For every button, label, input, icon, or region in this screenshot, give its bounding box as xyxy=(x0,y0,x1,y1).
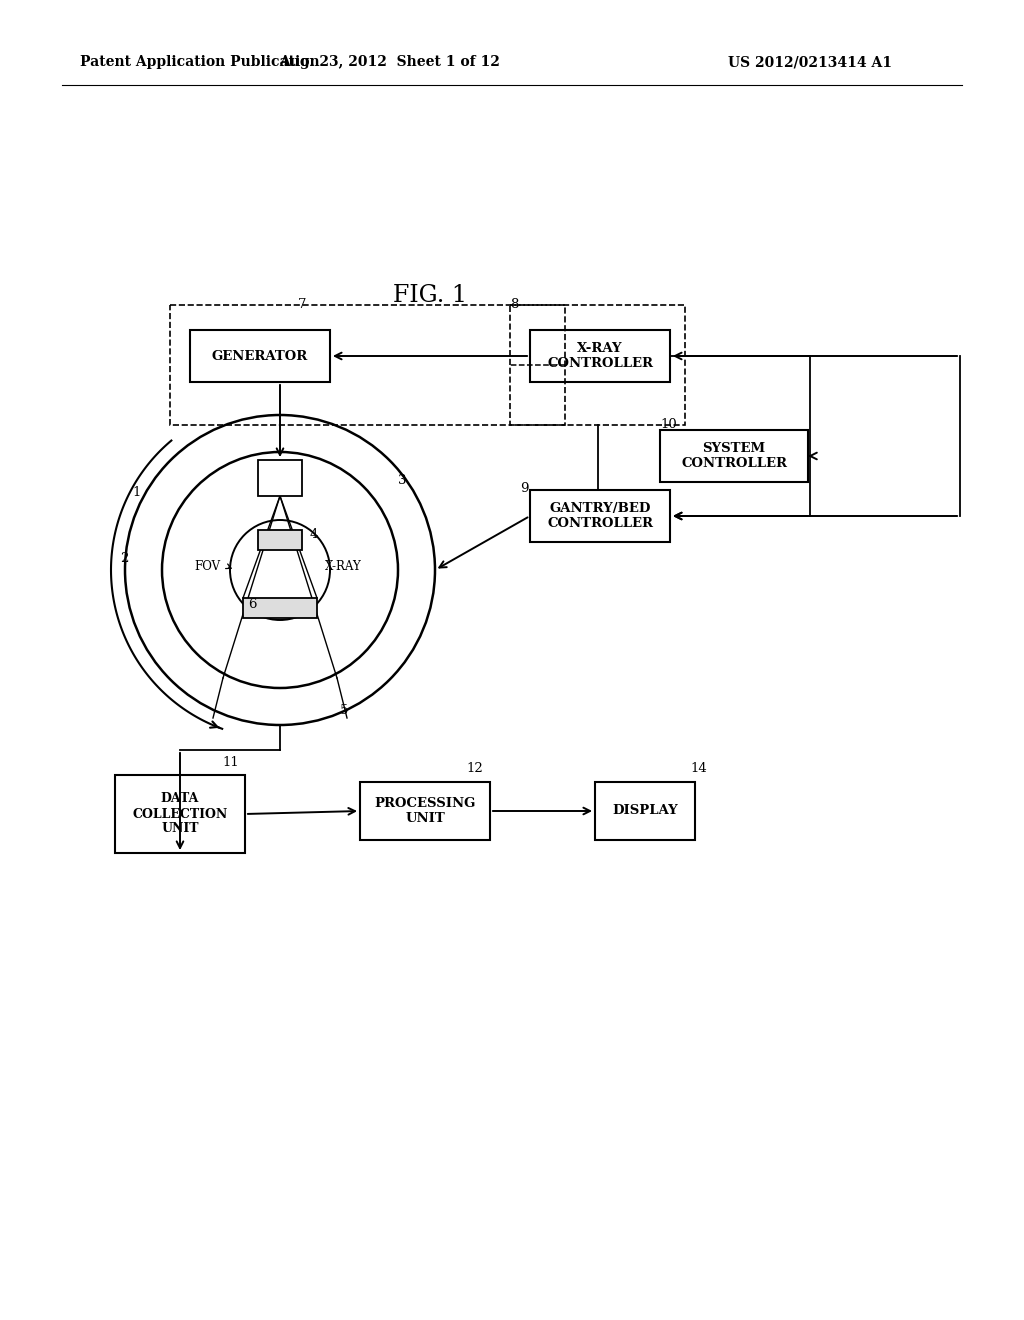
Text: 5: 5 xyxy=(340,704,348,717)
Text: GENERATOR: GENERATOR xyxy=(212,350,308,363)
Text: 9: 9 xyxy=(520,482,528,495)
Text: FOV: FOV xyxy=(194,560,220,573)
Text: 12: 12 xyxy=(466,762,482,775)
Text: GANTRY/BED
CONTROLLER: GANTRY/BED CONTROLLER xyxy=(547,502,653,531)
Text: SYSTEM
CONTROLLER: SYSTEM CONTROLLER xyxy=(681,442,787,470)
Bar xyxy=(510,305,685,425)
Text: X-RAY
CONTROLLER: X-RAY CONTROLLER xyxy=(547,342,653,370)
Bar xyxy=(660,430,808,482)
Bar xyxy=(170,305,565,425)
Text: 6: 6 xyxy=(248,598,256,611)
Text: 4: 4 xyxy=(310,528,318,540)
Bar xyxy=(530,330,670,381)
Text: 11: 11 xyxy=(222,755,239,768)
Text: 10: 10 xyxy=(660,418,677,432)
Text: PROCESSING
UNIT: PROCESSING UNIT xyxy=(375,797,476,825)
Bar xyxy=(360,781,490,840)
Text: Patent Application Publication: Patent Application Publication xyxy=(80,55,319,69)
Bar xyxy=(595,781,695,840)
Text: 7: 7 xyxy=(298,298,306,312)
Bar xyxy=(115,775,245,853)
Bar xyxy=(190,330,330,381)
Bar xyxy=(243,598,317,618)
Text: X-RAY: X-RAY xyxy=(325,560,361,573)
Text: 8: 8 xyxy=(510,298,518,312)
Text: US 2012/0213414 A1: US 2012/0213414 A1 xyxy=(728,55,892,69)
Text: Aug. 23, 2012  Sheet 1 of 12: Aug. 23, 2012 Sheet 1 of 12 xyxy=(280,55,501,69)
Bar xyxy=(530,490,670,543)
Bar xyxy=(258,459,302,496)
Text: 2: 2 xyxy=(120,552,128,565)
Text: DATA
COLLECTION
UNIT: DATA COLLECTION UNIT xyxy=(132,792,227,836)
Text: 3: 3 xyxy=(398,474,407,487)
Bar xyxy=(258,531,302,550)
Text: 14: 14 xyxy=(690,762,707,775)
Text: FIG. 1: FIG. 1 xyxy=(393,284,467,306)
Text: DISPLAY: DISPLAY xyxy=(612,804,678,817)
Text: 1: 1 xyxy=(132,486,140,499)
